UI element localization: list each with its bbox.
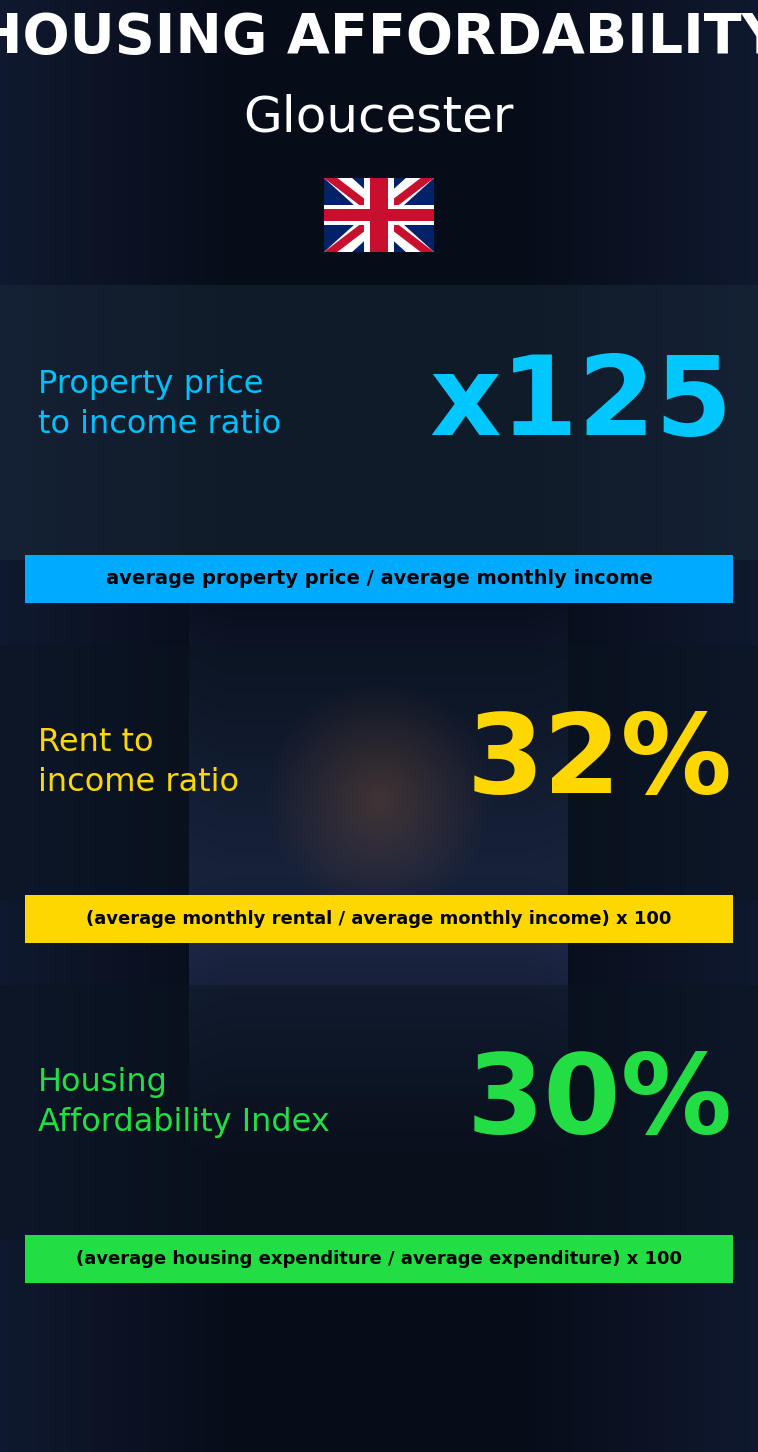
Text: Gloucester: Gloucester: [244, 94, 514, 142]
Bar: [370, 179, 388, 253]
Bar: [0, 984, 758, 1240]
Bar: [0, 285, 758, 560]
Bar: [25, 894, 733, 942]
Text: 30%: 30%: [467, 1048, 733, 1156]
Text: 32%: 32%: [467, 709, 733, 816]
Text: Rent to
income ratio: Rent to income ratio: [38, 726, 239, 799]
Bar: [0, 645, 758, 900]
Text: (average housing expenditure / average expenditure) x 100: (average housing expenditure / average e…: [76, 1250, 682, 1268]
Bar: [25, 1236, 733, 1284]
Bar: [364, 179, 394, 253]
Text: Property price
to income ratio: Property price to income ratio: [38, 369, 281, 440]
Polygon shape: [324, 179, 434, 253]
Polygon shape: [324, 179, 434, 253]
Text: average property price / average monthly income: average property price / average monthly…: [105, 569, 653, 588]
Bar: [25, 555, 733, 603]
Bar: [324, 209, 434, 221]
Text: x125: x125: [430, 351, 733, 457]
Text: (average monthly rental / average monthly income) x 100: (average monthly rental / average monthl…: [86, 910, 672, 928]
Text: HOUSING AFFORDABILITY: HOUSING AFFORDABILITY: [0, 12, 758, 65]
Text: Housing
Affordability Index: Housing Affordability Index: [38, 1067, 330, 1138]
Polygon shape: [324, 179, 434, 253]
Bar: [324, 205, 434, 225]
Polygon shape: [324, 179, 434, 253]
Bar: [324, 179, 434, 253]
